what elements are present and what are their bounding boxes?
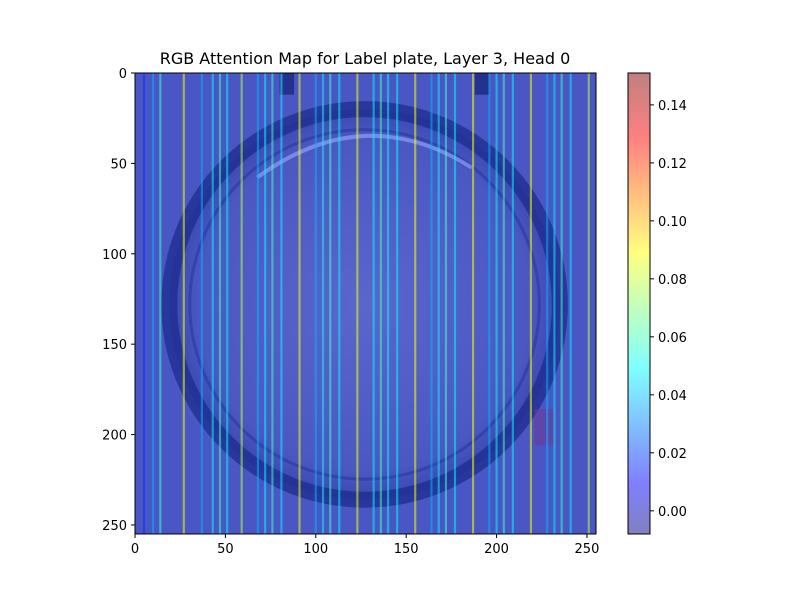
colorbar-tick-label: 0.10 — [658, 215, 687, 230]
attention-stripe-2 — [159, 73, 162, 534]
attention-stripe-33 — [529, 73, 532, 534]
x-axis-ticks: 0 50 100 150 200 250 — [131, 534, 600, 557]
y-tick-label: 100 — [102, 248, 127, 263]
attention-stripe-6 — [218, 73, 222, 534]
attention-stripe-7 — [226, 73, 229, 534]
y-tick-label: 0 — [119, 67, 127, 82]
heatmap-plot-area — [135, 73, 596, 534]
attention-stripe-11 — [271, 73, 274, 534]
attention-stripe-5 — [211, 73, 214, 534]
attention-stripe-28 — [471, 73, 475, 534]
x-tick-label: 50 — [217, 542, 234, 557]
dark-spot — [534, 409, 555, 446]
attention-stripe-10 — [264, 73, 267, 534]
attention-stripe-29 — [488, 73, 491, 534]
colorbar-tick-label: 0.00 — [658, 505, 687, 520]
colorbar-tick-label: 0.02 — [658, 447, 687, 462]
x-tick-label: 100 — [303, 542, 328, 557]
attention-stripe-17 — [338, 73, 341, 534]
attention-stripe-22 — [396, 73, 399, 534]
x-tick-label: 150 — [394, 542, 419, 557]
attention-stripe-25 — [437, 73, 440, 534]
attention-stripe-32 — [511, 73, 514, 534]
attention-stripe-35 — [553, 73, 556, 534]
attention-stripe-8 — [240, 73, 243, 534]
plate-inner-ring — [188, 128, 541, 481]
attention-stripe-21 — [387, 73, 390, 534]
attention-stripe-24 — [430, 73, 433, 534]
attention-stripe-16 — [329, 73, 332, 534]
plot-frame — [134, 72, 597, 535]
colorbar-gradient — [628, 73, 650, 534]
clip-dark-left — [279, 73, 295, 95]
colorbar: 0.00 0.02 0.04 0.06 0.08 0.10 0.12 0.14 — [627, 72, 687, 535]
attention-stripe-20 — [379, 73, 382, 534]
colorbar-tick-label: 0.06 — [658, 331, 687, 346]
attention-stripe-34 — [546, 73, 549, 534]
attention-stripe-15 — [321, 73, 325, 534]
attention-stripe-12 — [280, 73, 283, 534]
colorbar-frame — [627, 72, 651, 535]
attention-stripe-26 — [444, 73, 448, 534]
y-tick-label: 150 — [102, 338, 127, 353]
colorbar-tick-label: 0.08 — [658, 273, 687, 288]
attention-stripe-27 — [453, 73, 457, 534]
attention-stripe-38 — [587, 73, 590, 534]
attention-stripe-23 — [414, 73, 417, 534]
colorbar-tick-label: 0.14 — [658, 99, 687, 114]
attention-stripe-13 — [298, 73, 301, 534]
x-tick-label: 0 — [131, 542, 139, 557]
y-tick-label: 200 — [102, 429, 127, 444]
attention-stripes — [142, 73, 590, 534]
clip-dark-right — [474, 73, 490, 95]
y-tick-label: 50 — [110, 157, 127, 172]
plate-background-image — [161, 73, 568, 508]
chart-title: RGB Attention Map for Label plate, Layer… — [160, 49, 571, 68]
attention-stripe-18 — [356, 73, 359, 534]
x-tick-label: 250 — [575, 542, 600, 557]
attention-stripe-30 — [495, 73, 498, 534]
attention-stripe-31 — [502, 73, 505, 534]
attention-stripe-3 — [182, 73, 185, 534]
attention-stripe-37 — [569, 73, 572, 534]
colorbar-tick-label: 0.04 — [658, 389, 687, 404]
plate-body — [169, 109, 560, 500]
attention-stripe-4 — [200, 73, 203, 534]
attention-stripe-19 — [372, 73, 375, 534]
attention-stripe-36 — [560, 73, 563, 534]
attention-stripe-14 — [314, 73, 317, 534]
x-tick-label: 200 — [484, 542, 509, 557]
colorbar-tick-label: 0.12 — [658, 157, 687, 172]
attention-stripe-0 — [142, 73, 146, 534]
attention-stripe-9 — [256, 73, 260, 534]
attention-stripe-1 — [151, 73, 155, 534]
plate-outer-ring — [161, 101, 568, 508]
y-tick-label: 250 — [102, 519, 127, 534]
y-axis-ticks: 0 50 100 150 200 250 — [102, 67, 135, 534]
colorbar-ticks: 0.00 0.02 0.04 0.06 0.08 0.10 0.12 0.14 — [650, 99, 687, 520]
